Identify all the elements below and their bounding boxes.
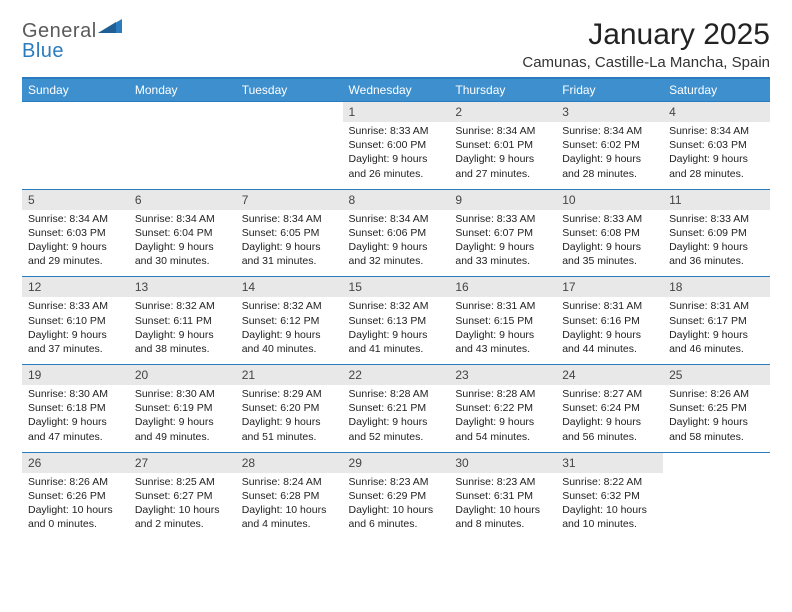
detail-row: Sunrise: 8:33 AMSunset: 6:10 PMDaylight:… bbox=[22, 297, 770, 364]
day-detail-cell: Sunrise: 8:33 AMSunset: 6:08 PMDaylight:… bbox=[556, 210, 663, 277]
day-detail-cell: Sunrise: 8:30 AMSunset: 6:18 PMDaylight:… bbox=[22, 385, 129, 452]
day-number-cell: 6 bbox=[129, 189, 236, 210]
day-detail-cell: Sunrise: 8:31 AMSunset: 6:17 PMDaylight:… bbox=[663, 297, 770, 364]
day-number-cell: 24 bbox=[556, 365, 663, 386]
weekday-header: Wednesday bbox=[343, 78, 450, 102]
detail-row: Sunrise: 8:33 AMSunset: 6:00 PMDaylight:… bbox=[22, 122, 770, 189]
day-number-cell: 4 bbox=[663, 102, 770, 123]
day-detail-cell: Sunrise: 8:28 AMSunset: 6:22 PMDaylight:… bbox=[449, 385, 556, 452]
brand-part2-wrap: Blue bbox=[22, 40, 64, 63]
day-number-cell: 28 bbox=[236, 452, 343, 473]
day-number-cell: 19 bbox=[22, 365, 129, 386]
day-detail-cell: Sunrise: 8:34 AMSunset: 6:05 PMDaylight:… bbox=[236, 210, 343, 277]
day-number-cell: 3 bbox=[556, 102, 663, 123]
day-detail-cell: Sunrise: 8:33 AMSunset: 6:00 PMDaylight:… bbox=[343, 122, 450, 189]
day-number-cell: 7 bbox=[236, 189, 343, 210]
weekday-header: Monday bbox=[129, 78, 236, 102]
day-number-cell: 18 bbox=[663, 277, 770, 298]
page: General January 2025 Camunas, Castille-L… bbox=[0, 0, 792, 539]
day-detail-cell: Sunrise: 8:30 AMSunset: 6:19 PMDaylight:… bbox=[129, 385, 236, 452]
day-detail-cell: Sunrise: 8:26 AMSunset: 6:25 PMDaylight:… bbox=[663, 385, 770, 452]
day-number-cell bbox=[236, 102, 343, 123]
day-detail-cell: Sunrise: 8:32 AMSunset: 6:11 PMDaylight:… bbox=[129, 297, 236, 364]
day-number-cell: 9 bbox=[449, 189, 556, 210]
day-number-cell bbox=[129, 102, 236, 123]
detail-row: Sunrise: 8:30 AMSunset: 6:18 PMDaylight:… bbox=[22, 385, 770, 452]
weekday-header: Sunday bbox=[22, 78, 129, 102]
header: General January 2025 Camunas, Castille-L… bbox=[22, 18, 770, 71]
weekday-header: Thursday bbox=[449, 78, 556, 102]
brand-triangle-icon bbox=[98, 17, 124, 40]
daynum-row: 262728293031 bbox=[22, 452, 770, 473]
day-detail-cell: Sunrise: 8:33 AMSunset: 6:10 PMDaylight:… bbox=[22, 297, 129, 364]
day-number-cell: 27 bbox=[129, 452, 236, 473]
location-text: Camunas, Castille-La Mancha, Spain bbox=[522, 54, 770, 71]
day-number-cell: 2 bbox=[449, 102, 556, 123]
daynum-row: 1234 bbox=[22, 102, 770, 123]
day-number-cell: 11 bbox=[663, 189, 770, 210]
day-detail-cell: Sunrise: 8:34 AMSunset: 6:03 PMDaylight:… bbox=[663, 122, 770, 189]
brand-part2: Blue bbox=[22, 40, 64, 62]
day-detail-cell: Sunrise: 8:31 AMSunset: 6:16 PMDaylight:… bbox=[556, 297, 663, 364]
day-number-cell: 25 bbox=[663, 365, 770, 386]
day-number-cell: 13 bbox=[129, 277, 236, 298]
day-detail-cell: Sunrise: 8:29 AMSunset: 6:20 PMDaylight:… bbox=[236, 385, 343, 452]
day-number-cell: 20 bbox=[129, 365, 236, 386]
day-number-cell: 5 bbox=[22, 189, 129, 210]
weekday-header: Saturday bbox=[663, 78, 770, 102]
day-detail-cell: Sunrise: 8:24 AMSunset: 6:28 PMDaylight:… bbox=[236, 473, 343, 540]
day-detail-cell: Sunrise: 8:28 AMSunset: 6:21 PMDaylight:… bbox=[343, 385, 450, 452]
day-number-cell: 22 bbox=[343, 365, 450, 386]
day-detail-cell: Sunrise: 8:22 AMSunset: 6:32 PMDaylight:… bbox=[556, 473, 663, 540]
day-number-cell: 15 bbox=[343, 277, 450, 298]
day-number-cell: 29 bbox=[343, 452, 450, 473]
day-detail-cell: Sunrise: 8:34 AMSunset: 6:03 PMDaylight:… bbox=[22, 210, 129, 277]
day-detail-cell bbox=[663, 473, 770, 540]
day-number-cell: 10 bbox=[556, 189, 663, 210]
day-detail-cell: Sunrise: 8:27 AMSunset: 6:24 PMDaylight:… bbox=[556, 385, 663, 452]
day-detail-cell: Sunrise: 8:23 AMSunset: 6:31 PMDaylight:… bbox=[449, 473, 556, 540]
daynum-row: 12131415161718 bbox=[22, 277, 770, 298]
day-detail-cell: Sunrise: 8:23 AMSunset: 6:29 PMDaylight:… bbox=[343, 473, 450, 540]
day-detail-cell: Sunrise: 8:34 AMSunset: 6:01 PMDaylight:… bbox=[449, 122, 556, 189]
day-number-cell: 17 bbox=[556, 277, 663, 298]
day-detail-cell: Sunrise: 8:32 AMSunset: 6:13 PMDaylight:… bbox=[343, 297, 450, 364]
day-number-cell: 26 bbox=[22, 452, 129, 473]
weekday-header: Friday bbox=[556, 78, 663, 102]
day-detail-cell: Sunrise: 8:33 AMSunset: 6:09 PMDaylight:… bbox=[663, 210, 770, 277]
day-number-cell: 14 bbox=[236, 277, 343, 298]
weekday-header-row: SundayMondayTuesdayWednesdayThursdayFrid… bbox=[22, 78, 770, 102]
day-number-cell: 8 bbox=[343, 189, 450, 210]
day-number-cell: 21 bbox=[236, 365, 343, 386]
day-detail-cell: Sunrise: 8:33 AMSunset: 6:07 PMDaylight:… bbox=[449, 210, 556, 277]
detail-row: Sunrise: 8:34 AMSunset: 6:03 PMDaylight:… bbox=[22, 210, 770, 277]
day-number-cell: 31 bbox=[556, 452, 663, 473]
day-number-cell: 1 bbox=[343, 102, 450, 123]
daynum-row: 19202122232425 bbox=[22, 365, 770, 386]
day-detail-cell bbox=[236, 122, 343, 189]
day-number-cell: 23 bbox=[449, 365, 556, 386]
month-title: January 2025 bbox=[522, 18, 770, 52]
title-block: January 2025 Camunas, Castille-La Mancha… bbox=[522, 18, 770, 71]
day-detail-cell: Sunrise: 8:32 AMSunset: 6:12 PMDaylight:… bbox=[236, 297, 343, 364]
day-detail-cell bbox=[22, 122, 129, 189]
day-detail-cell bbox=[129, 122, 236, 189]
day-detail-cell: Sunrise: 8:25 AMSunset: 6:27 PMDaylight:… bbox=[129, 473, 236, 540]
calendar-table: SundayMondayTuesdayWednesdayThursdayFrid… bbox=[22, 77, 770, 539]
day-detail-cell: Sunrise: 8:34 AMSunset: 6:04 PMDaylight:… bbox=[129, 210, 236, 277]
daynum-row: 567891011 bbox=[22, 189, 770, 210]
day-detail-cell: Sunrise: 8:34 AMSunset: 6:06 PMDaylight:… bbox=[343, 210, 450, 277]
day-detail-cell: Sunrise: 8:26 AMSunset: 6:26 PMDaylight:… bbox=[22, 473, 129, 540]
day-number-cell: 16 bbox=[449, 277, 556, 298]
detail-row: Sunrise: 8:26 AMSunset: 6:26 PMDaylight:… bbox=[22, 473, 770, 540]
day-number-cell: 30 bbox=[449, 452, 556, 473]
day-detail-cell: Sunrise: 8:31 AMSunset: 6:15 PMDaylight:… bbox=[449, 297, 556, 364]
day-number-cell bbox=[663, 452, 770, 473]
weekday-header: Tuesday bbox=[236, 78, 343, 102]
day-detail-cell: Sunrise: 8:34 AMSunset: 6:02 PMDaylight:… bbox=[556, 122, 663, 189]
day-number-cell bbox=[22, 102, 129, 123]
day-number-cell: 12 bbox=[22, 277, 129, 298]
